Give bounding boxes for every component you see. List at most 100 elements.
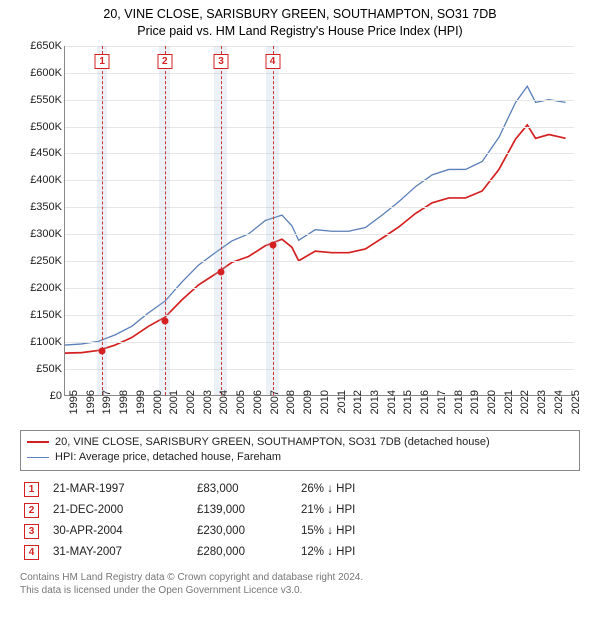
sale-flag: 4 [265,54,280,69]
gridline-h [65,234,574,235]
sale-row-date: 31-MAY-2007 [53,546,183,558]
xtick-label: 2023 [536,390,548,430]
xtick-label: 2002 [185,390,197,430]
ytick-label: £250K [20,255,62,267]
sale-row-flag: 2 [24,503,39,518]
gridline-h [65,180,574,181]
gridline-h [65,342,574,343]
xtick-label: 2022 [519,390,531,430]
legend: 20, VINE CLOSE, SARISBURY GREEN, SOUTHAM… [20,430,580,471]
ytick-label: £450K [20,147,62,159]
series-line-hpi [65,86,566,345]
xtick-label: 2016 [419,390,431,430]
xtick-label: 2007 [269,390,281,430]
sale-marker [218,268,225,275]
sale-marker [269,241,276,248]
gridline-h [65,153,574,154]
sale-row-diff: 12% ↓ HPI [301,546,401,558]
xtick-label: 2019 [469,390,481,430]
legend-row-hpi: HPI: Average price, detached house, Fare… [27,450,573,465]
sale-marker [161,317,168,324]
sale-row-flag: 4 [24,545,39,560]
gridline-h [65,315,574,316]
gridline-h [65,46,574,47]
xtick-label: 2020 [486,390,498,430]
chart-title-line2: Price paid vs. HM Land Registry's House … [137,23,462,40]
gridline-h [65,288,574,289]
sale-row-price: £83,000 [197,483,287,495]
xtick-label: 2017 [436,390,448,430]
sale-row-price: £139,000 [197,504,287,516]
xtick-label: 2010 [319,390,331,430]
sale-flag: 3 [214,54,229,69]
sale-row-flag: 1 [24,482,39,497]
sale-vline [102,46,103,395]
xtick-label: 2024 [553,390,565,430]
sale-row-flag: 3 [24,524,39,539]
table-row: 1 21-MAR-1997 £83,000 26% ↓ HPI [20,479,580,500]
ytick-label: £200K [20,282,62,294]
sale-row-diff: 26% ↓ HPI [301,483,401,495]
legend-label-price-paid: 20, VINE CLOSE, SARISBURY GREEN, SOUTHAM… [55,435,490,450]
xtick-label: 2012 [352,390,364,430]
xtick-label: 2025 [570,390,582,430]
xtick-label: 2006 [252,390,264,430]
sale-row-date: 30-APR-2004 [53,525,183,537]
gridline-h [65,369,574,370]
ytick-label: £400K [20,174,62,186]
footer-line2: This data is licensed under the Open Gov… [20,584,580,598]
ytick-label: £500K [20,121,62,133]
xtick-label: 1999 [135,390,147,430]
footer-line1: Contains HM Land Registry data © Crown c… [20,571,580,585]
xtick-label: 2005 [235,390,247,430]
ytick-label: £650K [20,40,62,52]
ytick-label: £300K [20,228,62,240]
gridline-h [65,127,574,128]
ytick-label: £600K [20,67,62,79]
gridline-h [65,73,574,74]
xtick-label: 1997 [101,390,113,430]
sale-row-date: 21-MAR-1997 [53,483,183,495]
sale-row-diff: 21% ↓ HPI [301,504,401,516]
sale-vline [221,46,222,395]
sale-row-price: £280,000 [197,546,287,558]
ytick-label: £100K [20,336,62,348]
ytick-label: £550K [20,94,62,106]
sale-flag: 1 [95,54,110,69]
ytick-label: £350K [20,201,62,213]
xtick-label: 2021 [503,390,515,430]
xtick-label: 2015 [402,390,414,430]
sales-table: 1 21-MAR-1997 £83,000 26% ↓ HPI 2 21-DEC-2000… [20,479,580,563]
table-row: 3 30-APR-2004 £230,000 15% ↓ HPI [20,521,580,542]
sale-vline [165,46,166,395]
chart-area: 1234 £0£50K£100K£150K£200K£250K£300K£350… [20,46,580,426]
xtick-label: 1995 [68,390,80,430]
legend-swatch-price-paid [27,441,49,443]
sale-flag: 2 [157,54,172,69]
sale-row-diff: 15% ↓ HPI [301,525,401,537]
xtick-label: 2014 [386,390,398,430]
xtick-label: 2000 [152,390,164,430]
xtick-label: 2004 [218,390,230,430]
chart-title-line1: 20, VINE CLOSE, SARISBURY GREEN, SOUTHAM… [103,6,496,23]
xtick-label: 2011 [336,390,348,430]
sale-vline [273,46,274,395]
ytick-label: £50K [20,363,62,375]
table-row: 2 21-DEC-2000 £139,000 21% ↓ HPI [20,500,580,521]
xtick-label: 2013 [369,390,381,430]
xtick-label: 2009 [302,390,314,430]
sale-row-price: £230,000 [197,525,287,537]
sale-row-date: 21-DEC-2000 [53,504,183,516]
legend-label-hpi: HPI: Average price, detached house, Fare… [55,450,281,465]
legend-swatch-hpi [27,457,49,458]
sale-marker [99,348,106,355]
page-container: 20, VINE CLOSE, SARISBURY GREEN, SOUTHAM… [0,0,600,620]
xtick-label: 2018 [453,390,465,430]
xtick-label: 2008 [285,390,297,430]
xtick-label: 1996 [85,390,97,430]
xtick-label: 2001 [168,390,180,430]
plot-region: 1 2 3 4 [64,46,574,396]
table-row: 4 31-MAY-2007 £280,000 12% ↓ HPI [20,542,580,563]
footer-attribution: Contains HM Land Registry data © Crown c… [20,571,580,598]
xtick-label: 2003 [202,390,214,430]
